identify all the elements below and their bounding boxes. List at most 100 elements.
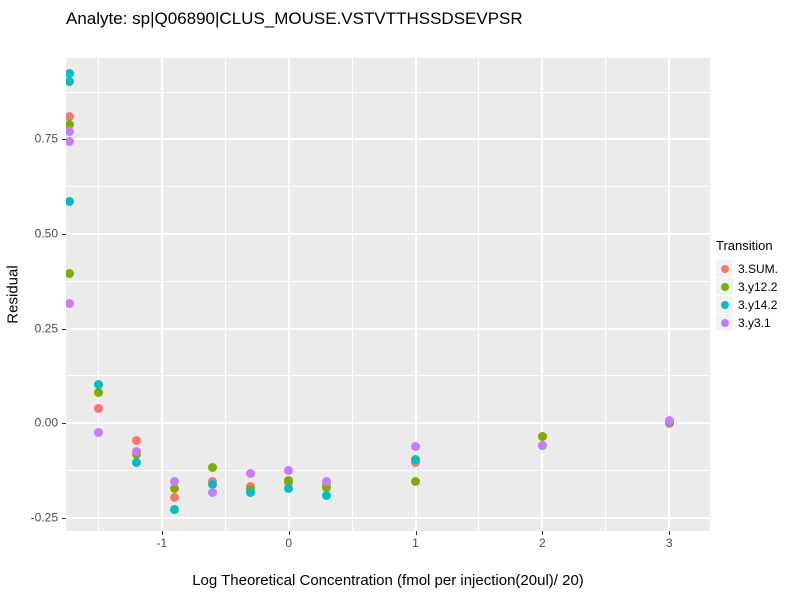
data-point [246, 469, 256, 479]
data-point [132, 436, 141, 446]
y-tick-mark [62, 517, 66, 519]
x-tick-mark [542, 531, 544, 535]
data-point [246, 488, 256, 498]
y-axis-title-wrap: Residual [2, 58, 24, 531]
legend-label: 3.y12.2 [738, 279, 778, 294]
legend-label: 3.y14.2 [738, 297, 778, 312]
data-point [93, 387, 103, 397]
x-tick-mark [669, 531, 671, 535]
x-tick-mark [288, 531, 290, 535]
legend-key [716, 296, 733, 313]
legend-key [716, 260, 733, 277]
data-point [132, 457, 141, 467]
x-tick-mark [161, 531, 163, 535]
data-point [66, 77, 74, 87]
major-gridline-horizontal [66, 422, 710, 425]
data-point [93, 379, 103, 389]
minor-gridline-vertical [605, 58, 607, 531]
legend-title: Transition [716, 238, 773, 253]
legend-entry: 3.y12.2 [716, 278, 800, 295]
y-tick-mark [62, 423, 66, 425]
data-point [66, 112, 74, 122]
major-gridline-vertical [414, 58, 417, 531]
data-point [170, 505, 180, 515]
data-point [322, 491, 332, 501]
x-tick-label: 0 [285, 536, 293, 550]
major-gridline-vertical [541, 58, 544, 531]
data-point [208, 480, 218, 490]
data-point [208, 487, 218, 497]
y-tick-label: 0.25 [34, 320, 58, 335]
data-point [66, 119, 74, 129]
data-point [537, 440, 547, 450]
legend-swatch-dot-icon [720, 300, 729, 309]
data-point [66, 299, 74, 309]
minor-gridline-horizontal [66, 375, 710, 377]
x-axis-title: Log Theoretical Concentration (fmol per … [192, 572, 584, 589]
minor-gridline-vertical [224, 58, 226, 531]
legend-key [716, 278, 733, 295]
minor-gridline-horizontal [66, 280, 710, 282]
minor-gridline-horizontal [66, 469, 710, 471]
major-gridline-vertical [287, 58, 290, 531]
minor-gridline-vertical [478, 58, 480, 531]
x-tick-mark [415, 531, 417, 535]
data-point [66, 197, 74, 207]
data-point [66, 127, 74, 137]
data-point [66, 136, 74, 146]
major-gridline-horizontal [66, 138, 710, 141]
x-tick-label: 2 [538, 536, 546, 550]
legend: Transition 3.SUM. 3.y12.2 3.y14.2 3.y3.1 [716, 238, 800, 332]
y-tick-label: 0.00 [34, 415, 58, 430]
y-tick-label: -0.25 [30, 510, 58, 525]
legend-label: 3.y3.1 [738, 315, 771, 330]
y-tick-label: 0.50 [34, 226, 58, 241]
minor-gridline-horizontal [66, 186, 710, 188]
major-gridline-vertical [668, 58, 671, 531]
minor-gridline-vertical [97, 58, 99, 531]
legend-entry: 3.y14.2 [716, 296, 800, 313]
data-point [208, 463, 218, 473]
data-point [322, 476, 332, 486]
legend-swatch-dot-icon [720, 318, 729, 327]
minor-gridline-horizontal [66, 91, 710, 93]
plot-panel [66, 58, 710, 531]
y-axis-title: Residual [4, 265, 22, 324]
major-gridline-horizontal [66, 516, 710, 519]
data-point [170, 493, 180, 503]
data-point [93, 403, 103, 413]
data-point [66, 269, 74, 279]
y-tick-mark [62, 233, 66, 235]
data-point [537, 431, 547, 441]
major-gridline-horizontal [66, 327, 710, 330]
data-point [322, 483, 332, 493]
legend-key [716, 314, 733, 331]
x-tick-label: -1 [156, 536, 168, 550]
y-tick-mark [62, 139, 66, 141]
x-tick-label: 3 [665, 536, 673, 550]
x-tick-label: 1 [412, 536, 419, 550]
legend-swatch-dot-icon [720, 264, 729, 273]
y-tick-mark [62, 328, 66, 330]
data-point [284, 476, 294, 486]
legend-entries: 3.SUM. 3.y12.2 3.y14.2 3.y3.1 [716, 260, 800, 331]
legend-label: 3.SUM. [738, 261, 779, 276]
minor-gridline-vertical [351, 58, 353, 531]
data-point [411, 441, 421, 451]
major-gridline-horizontal [66, 232, 710, 235]
y-tick-label: 0.75 [34, 131, 58, 146]
data-point [132, 447, 141, 457]
data-point [411, 476, 421, 486]
data-point [284, 466, 294, 476]
plot-title: Analyte: sp|Q06890|CLUS_MOUSE.VSTVTTHSSD… [66, 9, 523, 28]
legend-entry: 3.y3.1 [716, 314, 800, 331]
data-point [284, 484, 294, 494]
legend-entry: 3.SUM. [716, 260, 800, 277]
major-gridline-vertical [160, 58, 163, 531]
legend-swatch-dot-icon [720, 282, 729, 291]
data-point [664, 415, 674, 425]
data-point [66, 68, 74, 78]
data-point [170, 484, 180, 494]
data-point [411, 455, 421, 465]
